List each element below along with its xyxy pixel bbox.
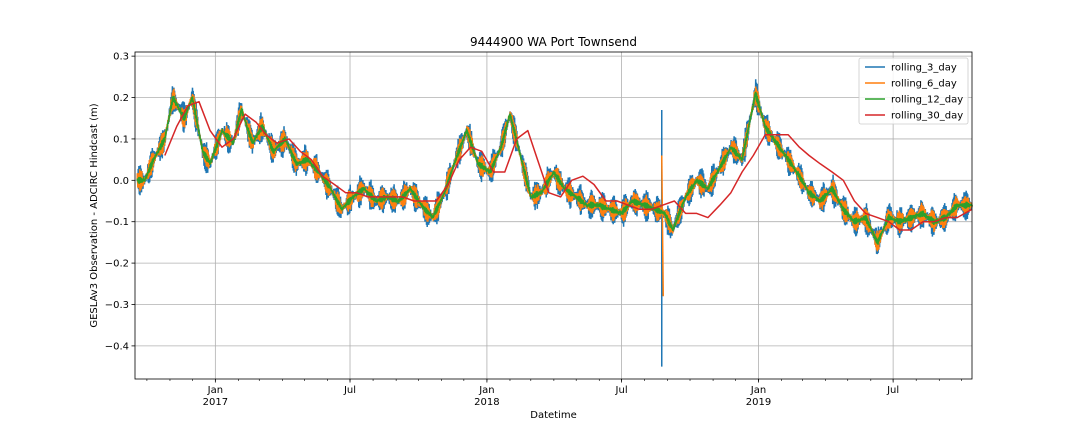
- y-tick-label: 0.2: [113, 93, 129, 104]
- x-tick-label: Jan: [750, 385, 766, 396]
- series-line-rolling-12-day: [136, 91, 973, 245]
- legend-box: [858, 57, 969, 125]
- y-tick-label: 0.0: [113, 176, 129, 187]
- legend: rolling_3_day rolling_6_day rolling_12_day…: [858, 57, 969, 125]
- legend-label: rolling_6_day: [891, 79, 957, 90]
- legend-label: rolling_12_day: [891, 95, 963, 106]
- x-tick-year-label: 2017: [203, 397, 228, 408]
- y-tick-label: 0.1: [113, 134, 129, 145]
- y-axis: 0.3 0.2 0.1 0.0 −0.1 −0.2 −0.3 −0.4: [105, 52, 135, 352]
- grid-lines: [135, 52, 972, 379]
- x-axis-title: Datetime: [530, 410, 577, 421]
- series-group: [136, 79, 973, 367]
- y-tick-label: −0.1: [105, 217, 129, 228]
- plot-frame: [134, 51, 973, 380]
- x-tick-label: Jan: [478, 385, 494, 396]
- x-tick-label: Jan: [207, 385, 223, 396]
- y-tick-label: 0.3: [113, 52, 129, 63]
- x-tick-label: Jul: [886, 385, 899, 396]
- x-tick-year-label: 2018: [474, 397, 499, 408]
- legend-label: rolling_30_day: [891, 111, 963, 122]
- legend-label: rolling_3_day: [891, 63, 957, 74]
- series-line-rolling-30-day: [164, 100, 973, 231]
- y-tick-label: −0.2: [105, 259, 129, 270]
- x-tick-label: Jul: [615, 385, 628, 396]
- y-axis-title: GESLAv3 Observation - ADCIRC Hindcast (m…: [89, 103, 100, 327]
- y-tick-label: −0.4: [105, 341, 129, 352]
- x-tick-year-label: 2019: [746, 397, 771, 408]
- y-tick-label: −0.3: [105, 300, 129, 311]
- spike-rolling-6-day: [661, 155, 664, 297]
- chart-title: 9444900 WA Port Townsend: [470, 35, 637, 49]
- x-tick-label: Jul: [343, 385, 356, 396]
